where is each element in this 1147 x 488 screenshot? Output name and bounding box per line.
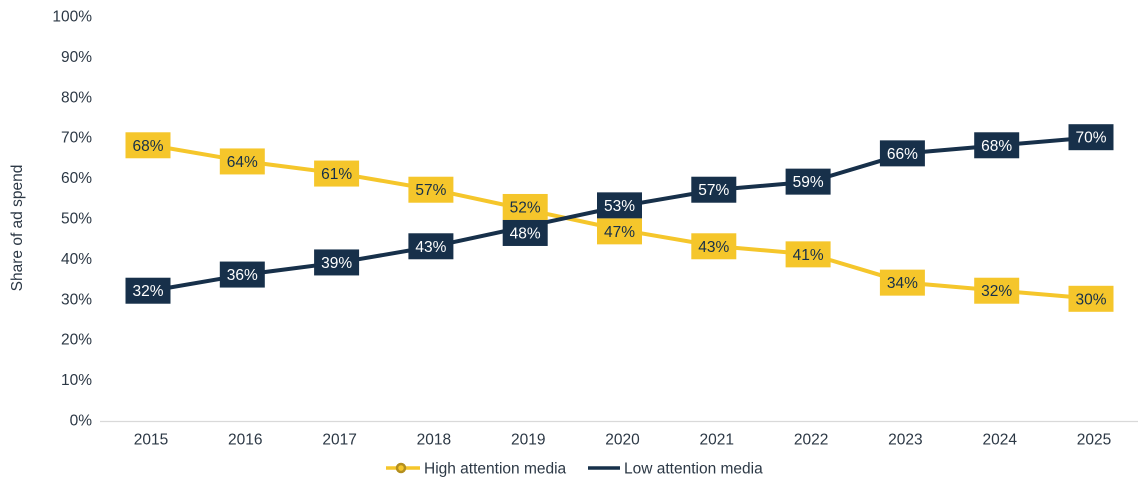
data-label-box-low	[785, 168, 831, 195]
data-label-box-high	[974, 277, 1020, 304]
data-label-value: 39%	[321, 255, 352, 272]
y-tick-label: 10%	[61, 372, 92, 389]
y-tick-label: 80%	[61, 89, 92, 106]
legend: High attention media Low attention media	[386, 461, 763, 478]
data-label-box-low	[314, 249, 360, 276]
data-label-box-low	[125, 277, 171, 304]
legend-label-low: Low attention media	[624, 461, 763, 478]
x-tick-label: 2020	[605, 432, 640, 449]
data-label-box-low	[691, 176, 737, 203]
y-axis-title: Share of ad spend	[9, 165, 26, 292]
y-tick-label: 90%	[61, 49, 92, 66]
data-label-value: 52%	[510, 199, 541, 216]
x-tick-label: 2015	[134, 432, 168, 449]
data-label-value: 57%	[415, 182, 446, 199]
data-label-value: 68%	[981, 138, 1012, 155]
data-label-value: 48%	[510, 225, 541, 242]
x-tick-label: 2016	[228, 432, 262, 449]
data-label-box-low	[879, 140, 925, 167]
data-label-value: 59%	[793, 174, 824, 191]
y-tick-label: 0%	[70, 413, 93, 430]
data-label-value: 68%	[132, 138, 163, 155]
data-label-box-low	[974, 132, 1020, 159]
data-label-value: 57%	[698, 182, 729, 199]
data-label-box-high	[879, 269, 925, 296]
data-label-box-low	[502, 219, 548, 246]
data-label-value: 32%	[132, 283, 163, 300]
y-tick-label: 70%	[61, 130, 92, 147]
data-label-value: 43%	[698, 239, 729, 256]
data-label-value: 47%	[604, 224, 635, 241]
data-label-value: 43%	[415, 239, 446, 256]
data-label-value: 32%	[981, 283, 1012, 300]
y-tick-label: 30%	[61, 291, 92, 308]
y-tick-label: 60%	[61, 170, 92, 187]
data-label-value: 70%	[1075, 130, 1106, 147]
x-tick-label: 2022	[794, 432, 828, 449]
legend-item-high: High attention media	[386, 461, 567, 478]
plot-area: 0% 10% 20% 30% 40% 50% 60% 70% 80% 90% 100% 2015 201…	[52, 9, 1138, 449]
y-tick-label: 100%	[52, 9, 92, 26]
data-label-box-low	[1068, 124, 1114, 151]
data-label-box-high	[502, 193, 548, 220]
data-label-box-high	[1068, 285, 1114, 312]
data-label-value: 61%	[321, 166, 352, 183]
data-label-box-low	[219, 261, 265, 288]
data-label-box-high	[408, 176, 454, 203]
data-label-value: 41%	[793, 247, 824, 264]
data-label-box-low	[597, 192, 642, 219]
data-label-value: 66%	[887, 146, 918, 163]
data-label-value: 64%	[227, 154, 258, 171]
legend-item-low: Low attention media	[588, 461, 763, 478]
legend-circle-marker-icon	[395, 462, 407, 474]
data-label-box-low	[408, 233, 454, 260]
x-tick-label: 2023	[888, 432, 922, 449]
data-label-value: 34%	[887, 275, 918, 292]
data-label-value: 30%	[1075, 291, 1106, 308]
x-tick-label: 2024	[982, 432, 1017, 449]
data-label-box-high	[597, 218, 642, 245]
data-label-value: 53%	[604, 198, 635, 215]
x-tick-label: 2019	[511, 432, 545, 449]
x-tick-label: 2018	[417, 432, 451, 449]
data-label-box-high	[219, 148, 265, 175]
x-tick-label: 2025	[1077, 432, 1111, 449]
data-label-box-high	[125, 132, 171, 159]
y-tick-label: 20%	[61, 332, 92, 349]
data-label-value: 36%	[227, 267, 258, 284]
legend-label-high: High attention media	[424, 461, 567, 478]
data-label-box-high	[314, 160, 360, 187]
x-tick-label: 2021	[700, 432, 734, 449]
y-tick-label: 50%	[61, 211, 92, 228]
data-label-box-high	[691, 233, 737, 260]
data-label-box-high	[785, 241, 831, 268]
x-tick-label: 2017	[322, 432, 356, 449]
y-tick-label: 40%	[61, 251, 92, 268]
